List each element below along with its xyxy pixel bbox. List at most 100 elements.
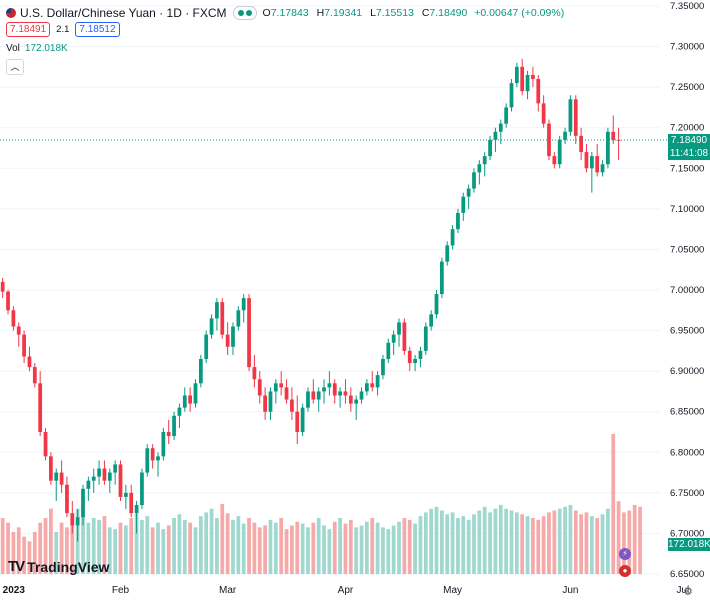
volume-bar xyxy=(547,512,551,574)
volume-bar xyxy=(375,522,380,574)
candle-body xyxy=(434,294,439,315)
candle-body xyxy=(450,229,455,246)
candle-body xyxy=(113,464,118,473)
candle-body xyxy=(413,358,417,364)
candle-body xyxy=(27,356,32,368)
candle-body xyxy=(182,395,187,408)
sell-quote-button[interactable]: 7.18491 xyxy=(6,22,51,37)
candle-body xyxy=(589,156,594,169)
candle-body xyxy=(188,395,193,404)
candle-body xyxy=(531,74,535,80)
candle-body xyxy=(520,66,525,92)
volume-bar xyxy=(241,523,246,574)
volume-bar xyxy=(182,519,187,574)
candle-body xyxy=(402,322,407,351)
volume-bar xyxy=(91,518,96,574)
volume-value: 172.018K xyxy=(24,43,68,54)
candle-body xyxy=(209,318,214,335)
volume-bar xyxy=(622,512,626,574)
market-status-pill[interactable] xyxy=(232,6,257,20)
volume-bar xyxy=(118,522,123,574)
candle-body xyxy=(215,302,219,319)
candle-body xyxy=(557,139,562,165)
price-tick-label: 6.70000 xyxy=(670,528,704,539)
volume-bar xyxy=(445,514,450,574)
volume-legend[interactable]: Vol 172.018K xyxy=(6,43,68,54)
volume-bar xyxy=(290,525,294,574)
candle-body xyxy=(129,492,134,514)
volume-bar xyxy=(600,514,605,574)
volume-bar xyxy=(450,512,455,574)
volume-bar xyxy=(172,518,176,574)
time-tick-label: Apr xyxy=(338,585,354,596)
candle-body xyxy=(231,326,235,347)
candle-body xyxy=(91,476,96,481)
candle-body xyxy=(16,326,21,335)
candle-body xyxy=(391,334,396,343)
volume-bar xyxy=(279,518,284,574)
volume-bar xyxy=(531,518,535,574)
volume-bar xyxy=(391,525,396,574)
settings-gear-icon[interactable]: ⚙ xyxy=(683,586,693,598)
volume-bar xyxy=(188,522,193,574)
currency-flag-icon xyxy=(6,8,16,18)
volume-bar xyxy=(257,527,262,574)
candle-body xyxy=(11,310,16,327)
candle-body xyxy=(482,156,487,165)
close-value: 7.18490 xyxy=(429,7,468,19)
candle-body xyxy=(568,99,573,132)
price-tick-label: 7.35000 xyxy=(670,1,704,12)
candle-body xyxy=(156,456,160,461)
volume-bar xyxy=(161,529,166,574)
candle-body xyxy=(161,432,166,457)
candle-body xyxy=(107,472,112,481)
volume-bar xyxy=(573,510,578,574)
volume-price-label: 172.018K xyxy=(668,538,710,551)
candle-body xyxy=(327,383,332,388)
candle-body xyxy=(595,156,600,173)
candle-body xyxy=(461,196,466,213)
open-value: 7.17843 xyxy=(270,7,309,19)
high-value: 7.19341 xyxy=(324,7,363,19)
volume-bar xyxy=(32,532,37,574)
volume-bar xyxy=(263,525,267,574)
candle-body xyxy=(477,164,482,173)
candle-body xyxy=(375,375,380,388)
price-tick-label: 7.20000 xyxy=(670,123,704,134)
volume-bar xyxy=(482,506,487,574)
candle-body xyxy=(397,322,401,335)
candle-body xyxy=(0,281,5,292)
tradingview-brand[interactable]: TV TradingView xyxy=(8,558,109,575)
candle-body xyxy=(322,387,326,392)
volume-bar xyxy=(595,518,600,574)
candle-body xyxy=(290,399,294,412)
low-value: 7.15513 xyxy=(375,7,414,19)
volume-bar xyxy=(359,525,364,574)
price-tick-label: 6.95000 xyxy=(670,326,704,337)
volume-bar xyxy=(300,523,305,574)
candle-body xyxy=(370,383,375,388)
collapse-legend-button[interactable]: ︿ xyxy=(6,59,24,75)
buy-quote-button[interactable]: 7.18512 xyxy=(75,22,120,37)
candle-body xyxy=(86,480,91,489)
candle-body xyxy=(241,298,246,311)
volume-bar xyxy=(370,518,375,574)
candle-body xyxy=(354,399,359,404)
time-tick-label: Mar xyxy=(219,585,237,596)
candle-body xyxy=(348,395,353,404)
symbol-title[interactable]: U.S. Dollar/Chinese Yuan · 1D · FXCM xyxy=(20,6,227,20)
volume-bar xyxy=(86,522,91,574)
volume-bar xyxy=(407,519,412,574)
volume-bar xyxy=(429,508,434,574)
lightning-event-icon[interactable]: ⚡ xyxy=(619,548,631,560)
volume-bar xyxy=(220,504,225,574)
candle-body xyxy=(466,188,471,197)
candle-body xyxy=(43,432,48,457)
candle-body xyxy=(381,358,385,376)
volume-bar xyxy=(27,541,32,574)
us-flag-event-icon[interactable]: ● xyxy=(619,565,631,577)
time-axis: 2023FebMarAprMayJunJulAug xyxy=(3,585,690,596)
time-tick-label: May xyxy=(443,585,462,596)
volume-bar xyxy=(354,527,359,574)
